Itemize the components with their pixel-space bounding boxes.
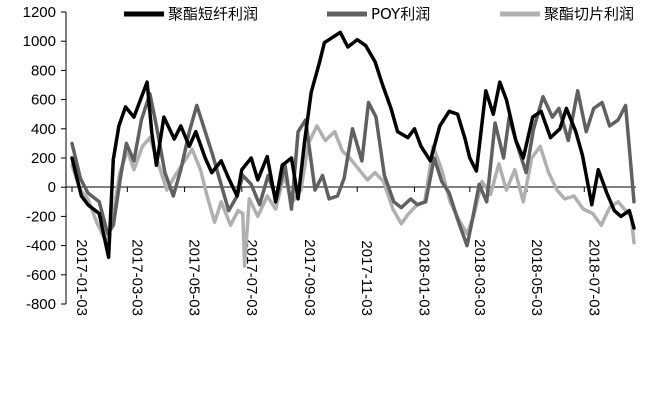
legend-label-polyester-staple-fiber-profit: 聚酯短纤利润 [168, 5, 258, 23]
y-tick-label: 800 [31, 62, 56, 79]
x-tick-label: 2017-11-03 [358, 240, 375, 316]
x-tick-label: 2018-05-03 [528, 239, 545, 316]
y-tick-label: 200 [31, 150, 56, 167]
legend-label-polyester-chip-profit: 聚酯切片利润 [544, 5, 634, 23]
x-axis: 2017-01-03 2017-03-03 2017-05-03 2017-07-03… [66, 186, 636, 316]
y-tick-label: -600 [26, 267, 56, 284]
legend: 聚酯短纤利润 POY利润 聚酯切片利润 [124, 5, 634, 23]
x-tick-label: 2017-03-03 [128, 239, 145, 316]
y-tick-label: 0 [48, 179, 56, 196]
series-layer [70, 30, 636, 268]
y-tick-label: -200 [26, 208, 56, 225]
y-tick-label: -400 [26, 238, 56, 255]
y-tick-label: 1000 [23, 33, 56, 50]
y-tick-label: 1200 [23, 4, 56, 21]
y-axis: -800 -600 -400 -200 0 200 400 600 800 1000 1200 [23, 4, 67, 313]
series-line-polyester-chip-profit [70, 124, 636, 268]
y-tick-label: 600 [31, 92, 56, 109]
x-tick-label: 2018-03-03 [471, 239, 488, 316]
x-tick-label: 2018-01-03 [415, 239, 432, 316]
y-tick-label: 400 [31, 121, 56, 138]
x-tick-label: 2017-09-03 [301, 239, 318, 316]
y-tick-label: -800 [26, 296, 56, 313]
x-tick-label: 2018-07-03 [585, 239, 602, 316]
x-tick-label: 2017-07-03 [243, 239, 260, 316]
series-line-polyester-staple-fiber-profit [70, 30, 636, 260]
legend-label-poy-profit: POY利润 [371, 5, 430, 23]
x-tick-label: 2017-01-03 [73, 239, 90, 316]
x-tick-label: 2017-05-03 [186, 239, 203, 316]
series-line-poy-profit [70, 89, 636, 248]
